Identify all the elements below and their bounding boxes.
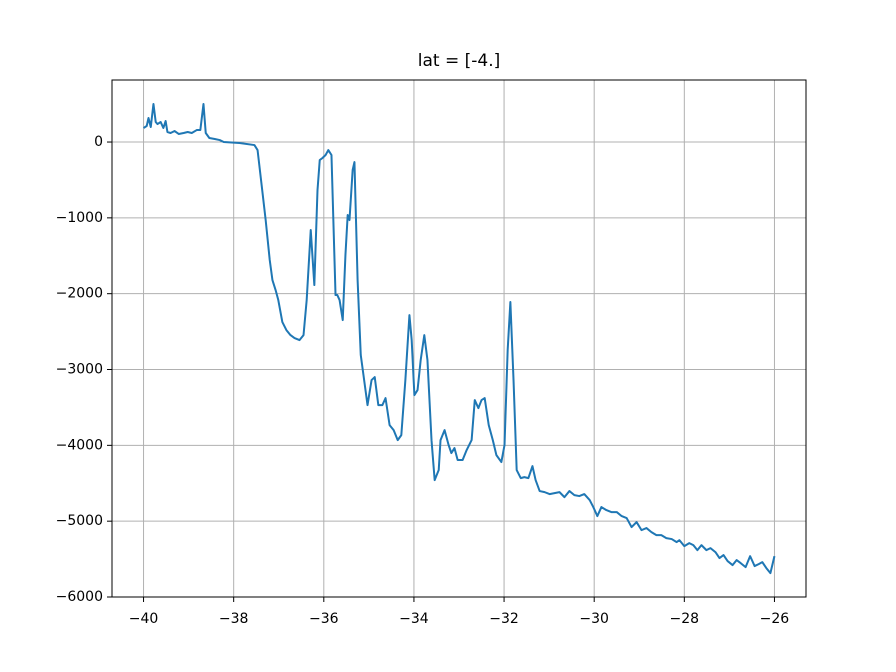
y-tick-label: −5000	[56, 513, 103, 529]
y-tick-label: −4000	[56, 437, 103, 453]
data-line	[143, 103, 776, 575]
x-tick-label: −40	[129, 611, 159, 627]
y-tick-label: −3000	[56, 362, 103, 378]
chart-title: lat = [-4.]	[418, 51, 500, 71]
x-tick-label: −32	[489, 611, 519, 627]
y-tick-label: 0	[94, 134, 103, 150]
axes-frame	[111, 79, 807, 598]
y-tick-label: −1000	[56, 210, 103, 226]
x-tick-label: −38	[219, 611, 249, 627]
x-tick-label: −36	[309, 611, 339, 627]
x-tick-label: −34	[399, 611, 429, 627]
y-tick-label: −2000	[56, 286, 103, 302]
x-tick-label: −30	[579, 611, 609, 627]
x-tick-label: −28	[670, 611, 700, 627]
x-tick-label: −26	[760, 611, 790, 627]
y-tick-label: −6000	[56, 589, 103, 605]
